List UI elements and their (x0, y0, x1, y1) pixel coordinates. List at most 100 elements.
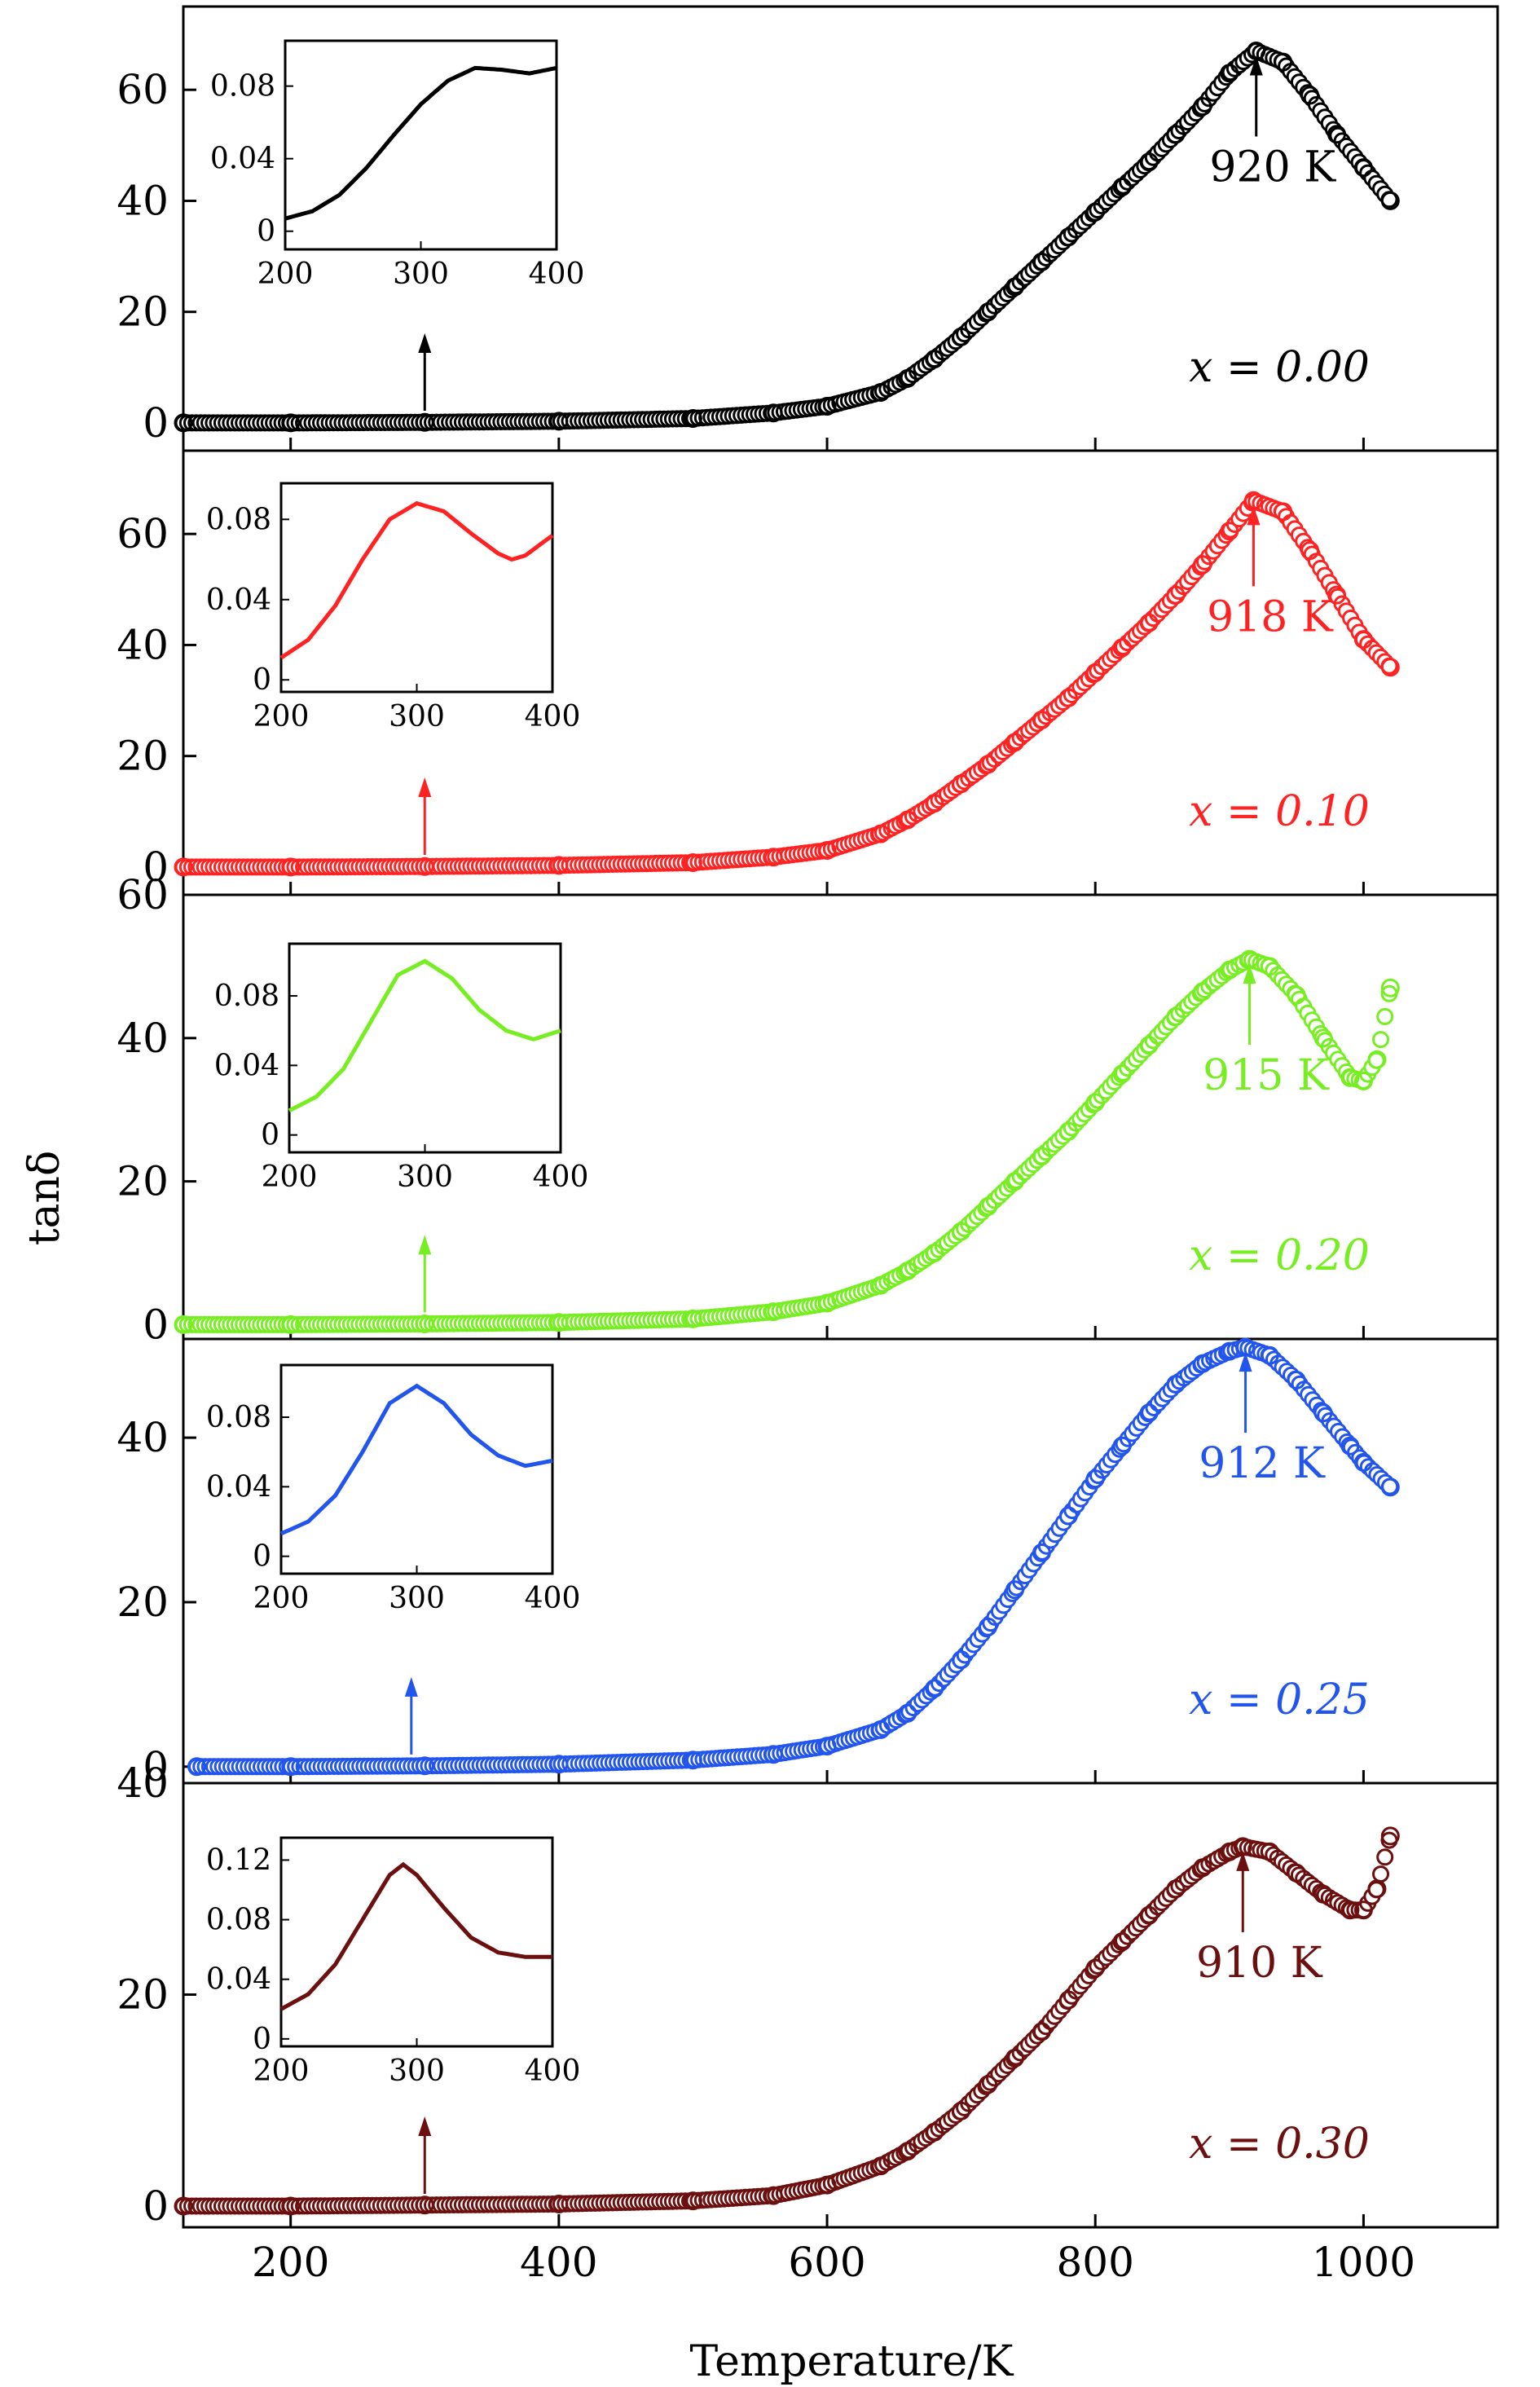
data-point (1287, 985, 1306, 1005)
data-point (1112, 638, 1132, 658)
data-point (1260, 957, 1279, 976)
inset-x-tick-label: 300 (389, 2054, 445, 2088)
inset-y-tick-label: 0.04 (206, 1470, 271, 1504)
y-tick-label: 60 (117, 871, 169, 918)
inset-y-tick-label: 0 (257, 215, 275, 249)
data-point (979, 2075, 998, 2094)
inset-y-tick-label: 0.04 (214, 1049, 279, 1082)
panel-0: 0 20 40 60 920 K x = 0.00 200 300 400 0 0.04 0.08 (117, 5, 1499, 452)
inset-0: 200 300 400 0 0.04 0.08 (210, 39, 585, 291)
data-point (1058, 227, 1078, 247)
peak-arrow-head (1249, 55, 1263, 76)
data-point (1380, 191, 1400, 210)
composition-label: x = 0.00 (1189, 343, 1370, 392)
inset-curve (288, 958, 561, 1113)
y-tick-label: 60 (117, 66, 169, 113)
data-point (871, 2156, 891, 2176)
data-point (415, 412, 434, 432)
inset-x-tick-label: 400 (529, 258, 585, 291)
data-point (683, 1751, 702, 1770)
inset-1: 200 300 400 0 0.04 0.08 (206, 482, 580, 733)
data-point (1193, 1858, 1212, 1878)
data-point (1367, 1879, 1387, 1899)
data-point (1166, 125, 1186, 144)
data-point (1005, 277, 1024, 297)
inset-curve (279, 1383, 553, 1536)
data-point (1193, 1354, 1212, 1373)
data-point (549, 412, 569, 431)
inset-arrow-head (404, 1676, 418, 1697)
data-point (1353, 1900, 1373, 1920)
data-point (898, 810, 917, 830)
data-point (1139, 1905, 1159, 1925)
inset-frame (279, 482, 554, 694)
data-point (1313, 1403, 1333, 1423)
data-point (1300, 86, 1320, 105)
y-tick-label: 20 (117, 1579, 169, 1626)
data-point (1139, 613, 1159, 632)
data-point (1005, 733, 1024, 752)
y-tick-label: 0 (143, 1743, 169, 1790)
data-point (1058, 688, 1078, 707)
data-point (1112, 1436, 1132, 1456)
panel-2: 0 20 40 60 915 K x = 0.20 200 300 400 0 0.04 0.08 (117, 871, 1499, 1348)
data-point (1112, 1932, 1132, 1952)
panel-4: 200 400 600 800 1000 0 20 40 910 K x = 0.30 200 300… (117, 1759, 1499, 2286)
data-point (415, 2195, 434, 2215)
data-point (979, 1196, 998, 1216)
inset-y-tick-label: 0.08 (206, 1904, 271, 1937)
data-point (281, 1757, 301, 1777)
data-point (817, 1293, 837, 1313)
data-point (1058, 1121, 1078, 1141)
data-point (1193, 982, 1212, 1002)
inset-2: 200 300 400 0 0.04 0.08 (214, 942, 589, 1194)
data-point (174, 413, 193, 433)
inset-y-tick-label: 0 (253, 2023, 271, 2056)
data-point (1376, 1848, 1394, 1866)
data-point (1367, 1050, 1387, 1069)
data-point (871, 1275, 891, 1295)
data-point (1380, 1478, 1400, 1497)
inset-y-tick-label: 0.08 (206, 1401, 271, 1434)
data-point (952, 1650, 971, 1670)
data-point (1260, 1345, 1279, 1365)
data-point (898, 1703, 917, 1723)
data-point (1032, 252, 1051, 271)
data-point (281, 413, 301, 433)
x-axis-label: Temperature/K (689, 2337, 1014, 2386)
inset-x-tick-label: 200 (262, 1160, 318, 1194)
data-point (1085, 1958, 1105, 1978)
data-point (1340, 1436, 1360, 1456)
data-point (1085, 1093, 1105, 1112)
inset-x-tick-label: 200 (253, 2054, 310, 2088)
data-point (415, 1756, 434, 1776)
data-point (1340, 1068, 1360, 1087)
data-point (817, 1737, 837, 1756)
data-point (1032, 1147, 1051, 1166)
data-point (1287, 1863, 1306, 1883)
peak-arrow-head (1243, 964, 1256, 984)
peak-label: 920 K (1209, 143, 1336, 192)
data-point (1300, 541, 1320, 561)
data-point (952, 2101, 971, 2121)
inset-y-tick-label: 0.08 (214, 980, 279, 1013)
inset-y-tick-label: 0.12 (206, 1843, 271, 1877)
y-tick-label: 0 (143, 399, 169, 447)
inset-x-tick-label: 400 (533, 1160, 589, 1194)
y-tick-label: 40 (117, 177, 169, 224)
inset-y-tick-label: 0 (253, 1540, 271, 1574)
data-point (174, 2196, 193, 2216)
peak-label: 912 K (1199, 1439, 1326, 1488)
data-point (683, 409, 702, 428)
inset-4: 200 300 400 0 0.04 0.08 0.12 (206, 1836, 580, 2088)
data-point (549, 1755, 569, 1774)
inset-x-tick-label: 200 (257, 258, 314, 291)
data-point (1376, 1007, 1394, 1025)
data-point (1166, 585, 1186, 605)
data-point (415, 1315, 434, 1333)
data-point (415, 857, 434, 876)
data-point (1005, 1172, 1024, 1191)
data-point (1085, 202, 1105, 222)
inset-arrow-head (418, 1235, 432, 1255)
